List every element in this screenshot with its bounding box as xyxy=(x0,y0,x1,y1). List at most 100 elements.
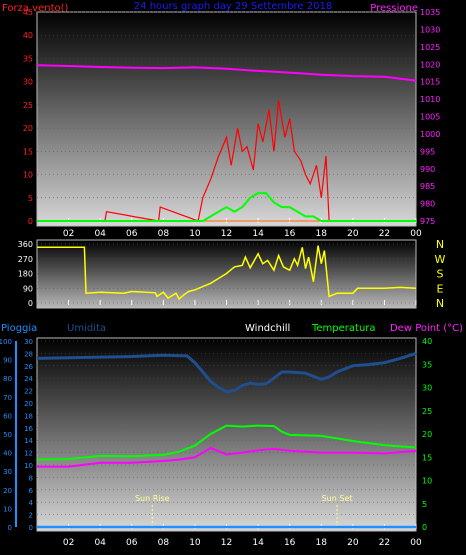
wind-xtick-label: 16 xyxy=(284,229,296,239)
humidity-ytick-label: 28 xyxy=(24,350,33,358)
pressure-ytick-label: 980 xyxy=(420,200,435,209)
pressure-ytick-label: 1025 xyxy=(420,43,440,52)
direction-ytick-label: 270 xyxy=(18,255,33,264)
rain-ytick-label: 40 xyxy=(3,450,12,458)
temperature-ytick-label: 25 xyxy=(422,407,432,416)
rain-ytick-label: 90 xyxy=(3,357,12,365)
series-dew-point xyxy=(37,446,417,468)
humidity-ytick-label: 4 xyxy=(29,499,34,507)
wind-ytick-label: 0 xyxy=(28,217,33,226)
climate-xtick-label: 08 xyxy=(158,538,170,548)
humidity-ytick-label: 8 xyxy=(29,474,33,482)
compass-label: W xyxy=(435,253,446,266)
temperature-ytick-label: 15 xyxy=(422,453,432,462)
climate-label-dewpoint: Dew Point (°C) xyxy=(390,323,463,334)
climate-xtick-label: 16 xyxy=(284,538,296,548)
wind-ytick-label: 15 xyxy=(23,147,33,156)
climate-xtick-label: 00 xyxy=(410,538,422,548)
temperature-ytick-label: 5 xyxy=(422,500,427,509)
direction-ytick-label: 0 xyxy=(28,299,33,308)
rain-ytick-label: 60 xyxy=(3,412,12,420)
pressure-ytick-label: 990 xyxy=(420,165,435,174)
series-temperatura xyxy=(36,424,417,461)
rain-ytick-label: 20 xyxy=(3,487,12,495)
rain-ytick-label: 70 xyxy=(3,394,12,402)
rain-ytick-label: 10 xyxy=(3,505,12,513)
pressure-ytick-label: 1005 xyxy=(420,113,440,122)
wind-xtick-label: 18 xyxy=(316,229,328,239)
direction-ytick-label: 360 xyxy=(18,240,33,249)
climate-xtick-label: 18 xyxy=(316,538,328,548)
compass-label: N xyxy=(436,297,444,310)
humidity-ytick-label: 6 xyxy=(29,487,34,495)
temperature-ytick-label: 10 xyxy=(422,477,432,486)
wind-xtick-label: 06 xyxy=(126,229,138,239)
pressure-ytick-label: 1000 xyxy=(420,130,440,139)
wind-ytick-label: 20 xyxy=(23,124,33,133)
climate-xtick-label: 12 xyxy=(221,538,232,548)
rain-ytick-label: 30 xyxy=(3,468,12,476)
pressure-ytick-label: 1020 xyxy=(420,60,440,69)
wind-panel-bg xyxy=(36,11,417,227)
humidity-ytick-label: 20 xyxy=(24,400,33,408)
series-forza-vento xyxy=(37,100,416,222)
compass-label: S xyxy=(437,268,444,281)
wind-xtick-label: 02 xyxy=(63,229,74,239)
wind-ytick-label: 40 xyxy=(23,31,33,40)
temperature-ytick-label: 20 xyxy=(422,430,432,439)
humidity-ytick-label: 16 xyxy=(24,425,33,433)
climate-xtick-label: 14 xyxy=(252,538,264,548)
temperature-ytick-label: 0 xyxy=(422,523,427,532)
header-title: 24 hours graph day 29 Settembre 2018 xyxy=(134,1,332,12)
humidity-ytick-label: 12 xyxy=(24,450,33,458)
humidity-ytick-label: 30 xyxy=(24,338,33,346)
humidity-ytick-label: 22 xyxy=(24,388,33,396)
wind-ytick-label: 35 xyxy=(23,54,33,63)
wind-xtick-label: 14 xyxy=(252,229,264,239)
wind-ytick-label: 5 xyxy=(28,194,33,203)
series-direction xyxy=(37,245,417,301)
rain-ytick-label: 80 xyxy=(3,375,12,383)
wind-xtick-label: 20 xyxy=(347,229,359,239)
humidity-ytick-label: 0 xyxy=(29,524,33,532)
humidity-ytick-label: 18 xyxy=(24,412,33,420)
direction-ytick-label: 180 xyxy=(18,270,33,279)
temperature-ytick-label: 40 xyxy=(422,337,432,346)
sun-marker-label: Sun Set xyxy=(322,494,353,503)
wind-xtick-label: 04 xyxy=(94,229,106,239)
wind-ytick-label: 25 xyxy=(23,101,33,110)
climate-label-pioggia: Pioggia xyxy=(1,323,37,334)
pressure-ytick-label: 1030 xyxy=(420,25,440,34)
header-right-label: Pressione xyxy=(370,3,418,14)
wind-xtick-label: 08 xyxy=(158,229,170,239)
wind-xtick-label: 00 xyxy=(410,229,422,239)
humidity-ytick-label: 10 xyxy=(24,462,33,470)
pressure-ytick-label: 985 xyxy=(420,182,435,191)
pressure-ytick-label: 1035 xyxy=(420,8,440,17)
rain-ytick-label: 100 xyxy=(0,338,12,346)
wind-xtick-label: 12 xyxy=(221,229,232,239)
temperature-ytick-label: 30 xyxy=(422,384,432,393)
header-left-label: Forza vento() xyxy=(2,3,69,14)
temperature-ytick-label: 35 xyxy=(422,360,432,369)
climate-xtick-label: 04 xyxy=(94,538,106,548)
climate-xtick-label: 20 xyxy=(347,538,359,548)
climate-xtick-label: 10 xyxy=(189,538,201,548)
climate-xtick-label: 02 xyxy=(63,538,74,548)
pressure-ytick-label: 1015 xyxy=(420,78,440,87)
series-pressione xyxy=(36,64,417,82)
direction-ytick-label: 90 xyxy=(23,284,33,293)
sun-marker-label: Sun Rise xyxy=(135,494,170,503)
wind-xtick-label: 10 xyxy=(189,229,201,239)
wind-ytick-label: 10 xyxy=(23,171,33,180)
climate-xtick-label: 06 xyxy=(126,538,138,548)
climate-panel-bg xyxy=(36,337,417,532)
climate-label-umidita: Umidita xyxy=(67,323,106,334)
pressure-ytick-label: 995 xyxy=(420,147,435,156)
climate-label-temperatura: Temperatura xyxy=(311,323,376,334)
compass-label: N xyxy=(436,238,444,251)
rain-ytick-label: 50 xyxy=(3,431,12,439)
compass-label: E xyxy=(437,282,444,295)
